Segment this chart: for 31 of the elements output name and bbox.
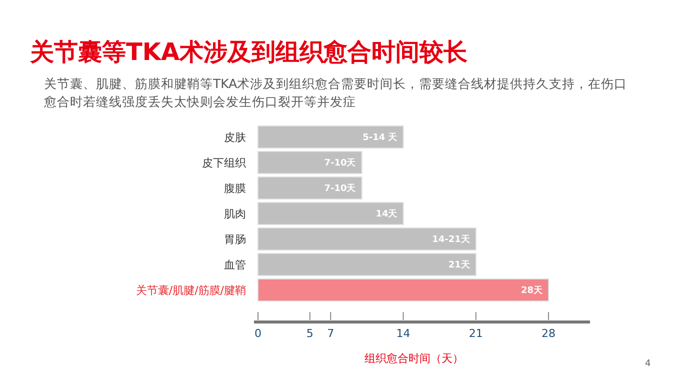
y-tick-label: 皮肤	[224, 131, 246, 144]
y-tick-label: 血管	[224, 258, 246, 272]
x-tick-label: 7	[327, 327, 334, 340]
bar	[258, 126, 404, 148]
data-label: 14-21天	[432, 234, 471, 245]
x-tick-label: 5	[306, 327, 314, 340]
bar	[258, 278, 549, 302]
bar	[258, 202, 404, 225]
data-label: 7-10天	[324, 158, 357, 168]
x-axis-title: 组织愈合时间（天）	[364, 352, 464, 365]
x-tick-label: 14	[396, 327, 410, 340]
text: 4	[645, 359, 651, 369]
bar	[258, 228, 476, 250]
y-tick-label: 肌肉	[224, 208, 246, 220]
bar	[258, 151, 362, 174]
data-label: 28天	[520, 285, 544, 296]
bar	[258, 253, 476, 276]
data-label: 5-14 天	[362, 132, 398, 143]
data-label: 21天	[448, 260, 471, 270]
chart-subtitle: 关节囊、肌腱、筋膜和腱鞘等TKA术涉及到组织愈合需要时间长，需要缝合线材提供持久支持，在伤口愈合时若缝线强度丢失太快则会发生伤口裂开等并发症	[43, 76, 628, 109]
data-label: 14天	[376, 208, 398, 220]
y-tick-label: 皮下组织	[202, 156, 246, 170]
data-label: 7-10天	[324, 183, 357, 194]
x-tick-label: 0	[254, 327, 262, 340]
y-tick-label: 胃肠	[224, 233, 246, 246]
chart-title: 关节囊等TKA术涉及到组织愈合时间较长	[29, 38, 468, 66]
y-tick-label: 关节囊/肌腱/筋膜/腱鞘	[136, 284, 246, 297]
bar	[258, 176, 362, 200]
x-tick-label: 21	[468, 327, 483, 340]
y-tick-label: 腹膜	[224, 182, 246, 195]
x-tick-label: 28	[542, 327, 556, 340]
